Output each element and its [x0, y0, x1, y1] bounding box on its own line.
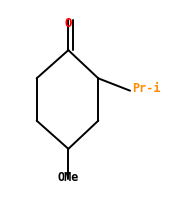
Text: O: O: [65, 17, 72, 30]
Text: OMe: OMe: [58, 171, 79, 184]
Text: Pr-i: Pr-i: [132, 82, 160, 96]
